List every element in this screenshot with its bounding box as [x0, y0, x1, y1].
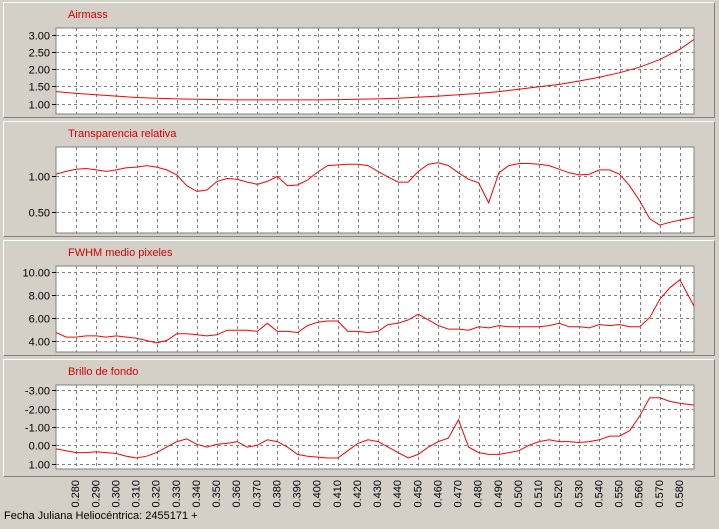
panel-title-fwhm: FWHM medio pixeles [68, 247, 173, 259]
x-tick-label: 0.520 [553, 480, 565, 508]
y-tick-label: 10.00 [22, 268, 50, 280]
x-tick-label: 0.340 [191, 480, 203, 508]
plot-background [55, 265, 695, 353]
x-tick-label: 0.570 [654, 480, 666, 508]
series-line [56, 397, 694, 459]
plot-transparencia: 1.00 0.50 [29, 146, 695, 234]
footer-label: Fecha Juliana Heliocéntrica: 2455171 + [4, 510, 198, 522]
plot-background [55, 146, 695, 234]
panel-transparencia: 1.00 0.50 Transparencia relativa [3, 121, 715, 237]
y-tick-label: 1.00 [29, 460, 50, 472]
x-tick-label: 0.420 [352, 480, 364, 508]
x-tick-label: 0.500 [513, 480, 525, 508]
panel-title-transparencia: Transparencia relativa [68, 128, 177, 140]
y-tick-label: 1.50 [29, 82, 50, 94]
x-tick-label: 0.300 [110, 480, 122, 508]
x-tick-label: 0.580 [674, 480, 686, 508]
y-tick-label: 3.00 [29, 31, 50, 43]
x-tick-label: 0.550 [614, 480, 626, 508]
series-line [56, 162, 694, 226]
x-tick-label: 0.400 [312, 480, 324, 508]
y-tick-label: 2.50 [29, 48, 50, 60]
x-tick-label: 0.460 [432, 480, 444, 508]
panel-fwhm: 10.00 8.00 6.00 4.00 FWHM medio pixeles [3, 240, 715, 356]
panel-airmass: 3.00 2.50 2.00 1.50 1.00 Airmass [3, 2, 715, 118]
x-tick-label: 0.380 [271, 480, 283, 508]
x-tick-label: 0.410 [332, 480, 344, 508]
y-tick-label: 0.00 [29, 441, 50, 453]
x-tick-label: 0.280 [70, 480, 82, 508]
plot-background [55, 27, 695, 115]
x-tick-label: 0.450 [412, 480, 424, 508]
x-tick-label: 0.390 [292, 480, 304, 508]
y-tick-label: 1.00 [29, 100, 50, 112]
y-tick-label: -3.00 [25, 386, 50, 398]
x-tick-label: 0.330 [171, 480, 183, 508]
y-tick-label: 1.00 [29, 172, 50, 184]
x-tick-label: 0.310 [131, 480, 143, 508]
series-line [56, 279, 694, 344]
x-tick-label: 0.430 [372, 480, 384, 508]
panel-title-brillo: Brillo de fondo [68, 366, 139, 378]
y-tick-label: 2.00 [29, 65, 50, 77]
y-tick-label: -1.00 [25, 423, 50, 435]
panel-brillo: -3.00 -2.00 -1.00 0.00 1.00 Brillo de fondo [3, 359, 715, 477]
x-tick-label: 0.510 [533, 480, 545, 508]
x-tick-label: 0.360 [231, 480, 243, 508]
y-tick-label: 4.00 [29, 337, 50, 349]
y-tick-label: 6.00 [29, 314, 50, 326]
x-tick-label: 0.470 [453, 480, 465, 508]
x-tick-label: 0.530 [573, 480, 585, 508]
x-tick-label: 0.440 [392, 480, 404, 508]
x-axis: 0.280 0.290 0.300 0.310 0.320 0.330 0.340 0.350… [70, 480, 686, 508]
plot-airmass: 3.00 2.50 2.00 1.50 1.00 [29, 27, 695, 115]
x-tick-label: 0.480 [473, 480, 485, 508]
x-tick-label: 0.370 [251, 480, 263, 508]
panel-title-airmass: Airmass [68, 9, 108, 21]
x-tick-label: 0.490 [493, 480, 505, 508]
x-tick-label: 0.540 [593, 480, 605, 508]
series-line [56, 38, 694, 101]
x-tick-label: 0.320 [151, 480, 163, 508]
y-tick-label: 8.00 [29, 291, 50, 303]
x-tick-label: 0.560 [634, 480, 646, 508]
plot-fwhm: 10.00 8.00 6.00 4.00 [22, 265, 695, 353]
plot-brillo: -3.00 -2.00 -1.00 0.00 1.00 [25, 384, 695, 472]
y-tick-label: 0.50 [29, 208, 50, 220]
x-tick-label: 0.350 [211, 480, 223, 508]
y-tick-label: -2.00 [25, 405, 50, 417]
x-tick-label: 0.290 [90, 480, 102, 508]
